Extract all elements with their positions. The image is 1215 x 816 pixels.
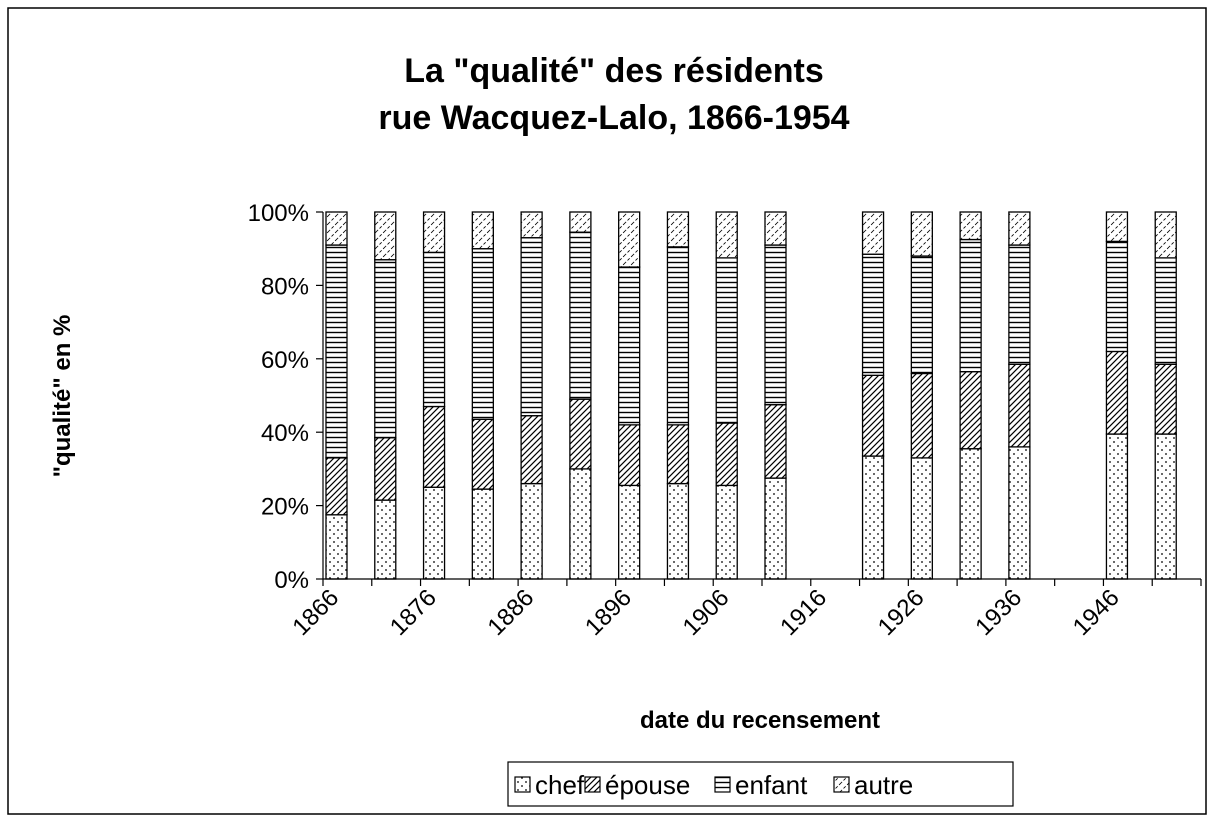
bar-segment [910,372,933,459]
bar-segment [666,424,690,485]
bar-segment [764,477,787,580]
bar-segment [861,211,885,255]
bar-segment [471,418,494,490]
bar-segment [910,255,933,375]
bar-segment [715,257,738,424]
bar-segment [422,486,446,580]
bar-segment [861,374,885,457]
legend-label: autre [854,770,913,800]
legend-label: enfant [735,770,808,800]
chart-frame [7,7,1207,815]
bar-segment [569,231,592,400]
bar-segment [374,211,397,261]
bar-segment [569,468,592,580]
bar-segment [618,211,641,268]
bar-segment [618,424,641,487]
bar-segment [1154,433,1177,580]
bar-segment [1105,240,1129,353]
bar-segment [764,244,787,406]
bar-segment [1154,211,1177,259]
bar-segment [618,266,641,426]
bar-segment [1105,350,1129,435]
legend-swatch [514,776,531,793]
bar-segment [861,455,885,580]
bar-segment [959,448,982,580]
legend-label: épouse [605,770,690,800]
bar-segment [666,211,690,248]
y-tick-label: 20% [261,494,309,521]
bar-segment [959,211,982,241]
bar-segment [764,404,787,479]
bar-segment [1105,211,1129,243]
bar-segment [959,238,982,373]
bar-segment [715,211,738,259]
bar-segment [422,405,446,488]
bar-segment [1008,244,1031,365]
bar-segment [422,251,446,408]
bar-segment [520,211,543,239]
y-tick-label: 60% [261,347,309,374]
x-axis-label: date du recensement [640,707,880,734]
chart-title: rue Wacquez-Lalo, 1866-1954 [378,99,849,137]
y-tick-label: 100% [248,200,309,227]
bar-segment [1008,363,1031,448]
bar-segment [325,457,348,516]
bar-segment [569,211,592,233]
bar-segment [569,398,592,470]
bar-segment [325,244,348,459]
bar-segment [471,211,494,250]
y-axis-label: "qualité" en % [49,315,76,478]
y-tick-label: 40% [261,420,309,447]
bar-segment [422,211,446,254]
bar-segment [1105,433,1129,580]
bar-segment [666,482,690,580]
bar-segment [715,422,738,487]
bar-segment [764,211,787,246]
bar-segment [910,211,933,257]
legend-swatch [833,776,850,793]
y-tick-label: 80% [261,273,309,300]
bar-segment [861,253,885,376]
chart-title: La "qualité" des résidents [404,52,824,90]
bar-segment [520,237,543,417]
legend-swatch [714,776,731,793]
bar-segment [910,457,933,580]
bar-segment [959,370,982,450]
bar-segment [374,259,397,439]
bar-segment [520,415,543,485]
bar-segment [618,484,641,580]
bar-segment [520,482,543,580]
bar-segment [325,211,348,246]
legend-label: chef [535,770,585,800]
bar-segment [374,499,397,580]
y-tick-label: 0% [274,567,309,594]
bar-segment [715,484,738,580]
bar-segment [325,514,348,580]
bar-segment [1008,211,1031,246]
bar-segment [1008,446,1031,580]
bar-segment [374,437,397,501]
bar-segment [1154,257,1177,365]
bar-segment [471,488,494,580]
legend-swatch [584,776,601,793]
bar-segment [1154,363,1177,435]
bar-segment [471,248,494,421]
bar-segment [666,246,690,426]
